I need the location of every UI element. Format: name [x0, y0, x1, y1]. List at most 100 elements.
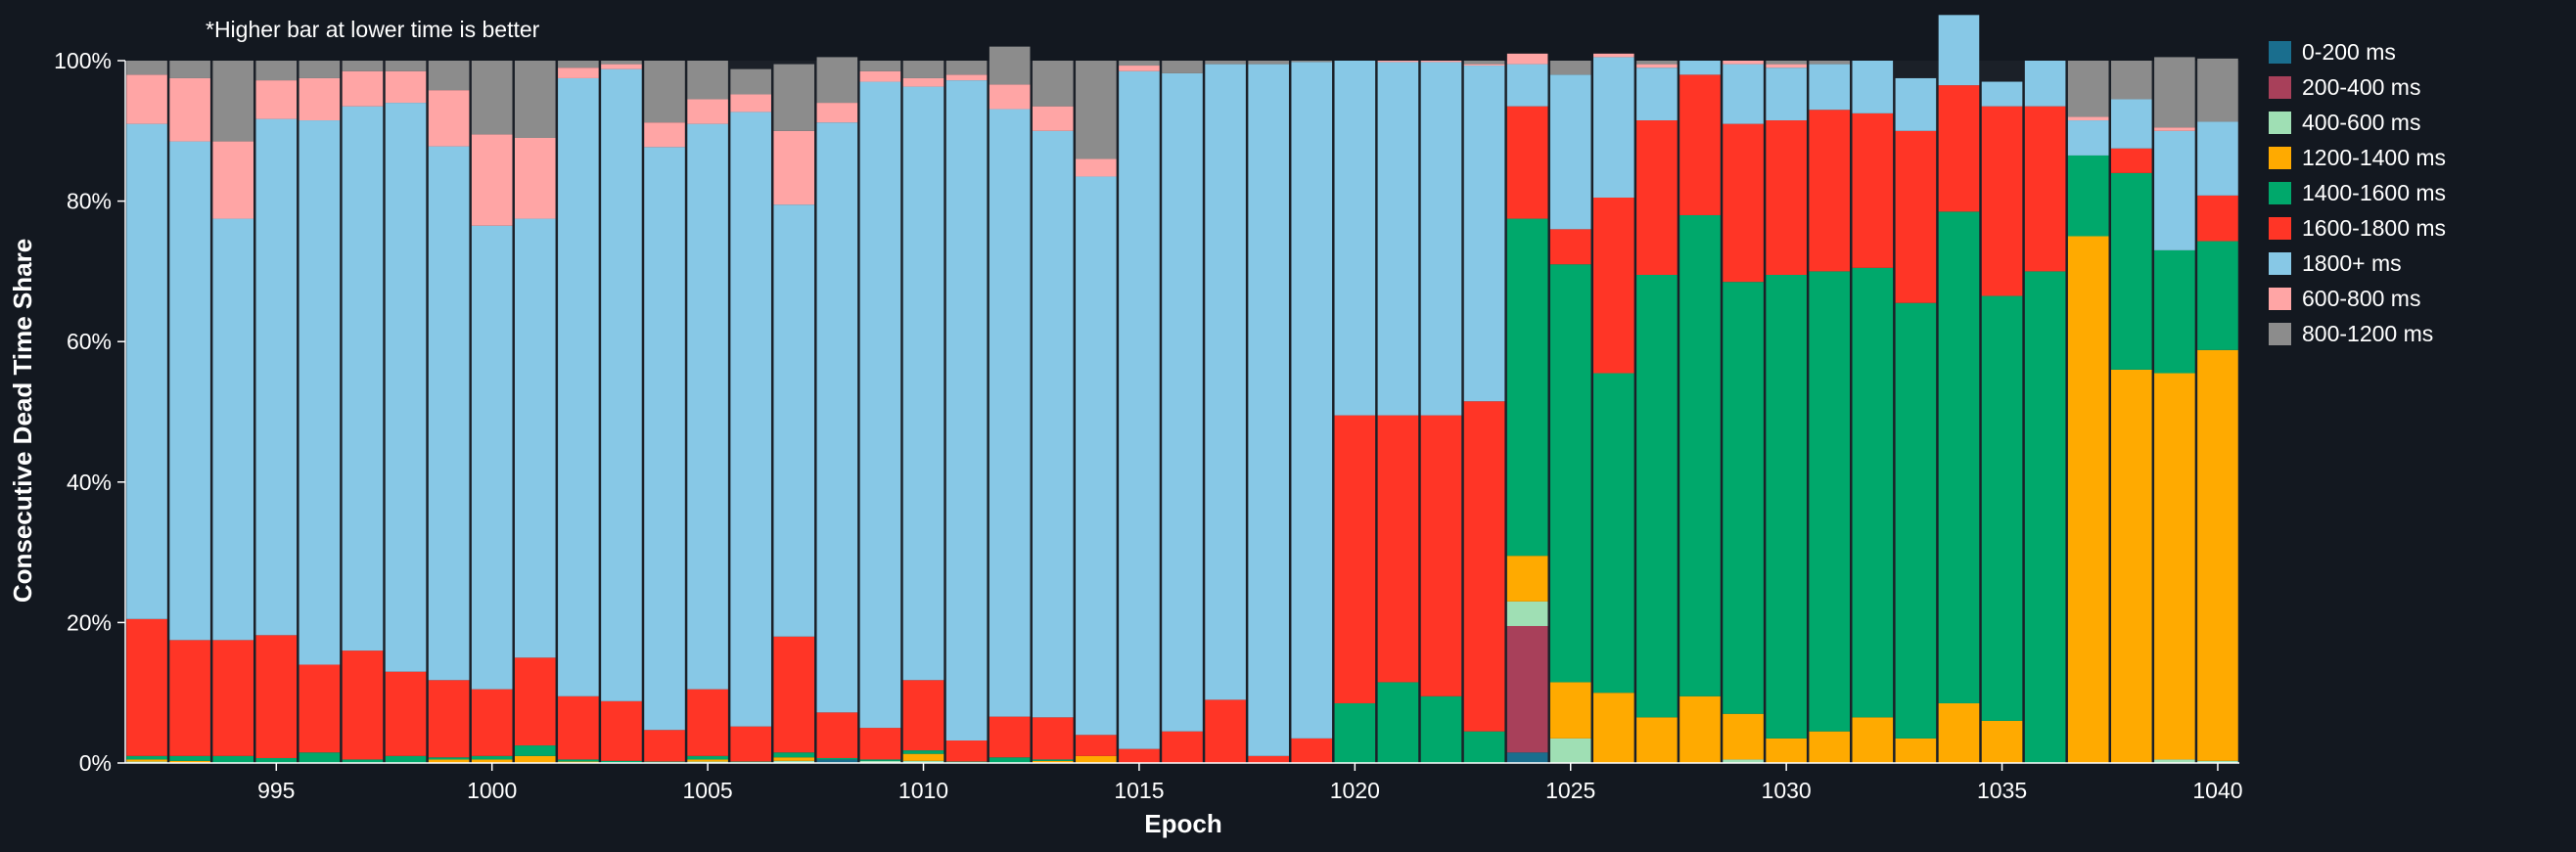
- bar-segment-1600-1800-ms-1003: [601, 700, 642, 761]
- x-axis-label: Epoch: [1144, 809, 1221, 838]
- bar-segment-1800-ms-1023: [1463, 66, 1505, 402]
- bar-segment-1600-1800-ms-1029: [1723, 123, 1764, 283]
- bar-segment-1600-1800-ms-1010: [902, 680, 944, 751]
- bar-segment-1800-ms-1009: [859, 81, 901, 729]
- bar-segment-1800-ms-1003: [601, 68, 642, 701]
- bar-segment-1800-ms-996: [299, 120, 341, 665]
- legend: 0-200 ms 200-400 ms 400-600 ms 1200-1400 ms…: [2269, 39, 2446, 346]
- bar-segment-600-800-ms-1002: [558, 67, 599, 78]
- bar-segment-600-800-ms-1005: [687, 99, 728, 124]
- bar-segment-400-600-ms-1025: [1549, 738, 1591, 763]
- bar-segment-1400-1600-ms-1007: [773, 752, 815, 758]
- bar-segment-600-800-ms-1023: [1463, 64, 1505, 67]
- bar-segment-600-800-ms-1024: [1506, 53, 1548, 65]
- bar-segment-1200-1400-ms-1026: [1593, 693, 1634, 763]
- bar-segment-800-1200-ms-1040: [2197, 58, 2238, 122]
- bar-segment-600-800-ms-1010: [902, 77, 944, 87]
- bar-segment-1200-1400-ms-1037: [2067, 236, 2109, 763]
- bar-segment-1600-1800-ms-1001: [514, 657, 556, 746]
- bar-segment-1800-ms-1038: [2111, 99, 2152, 149]
- bar-segment-1800-ms-1036: [2024, 61, 2066, 107]
- y-tick-label: 20%: [67, 609, 112, 635]
- bar-segment-1600-1800-ms-1026: [1593, 198, 1634, 374]
- bar-segment-800-1200-ms-1038: [2111, 61, 2152, 100]
- bar-segment-1800-ms-1034: [1938, 15, 1980, 86]
- bar-segment-1400-1600-ms-1034: [1938, 211, 1980, 703]
- legend-entry-label: 800-1200 ms: [2302, 321, 2433, 346]
- bar-segment-1800-ms-1011: [945, 80, 988, 741]
- bar-segment-800-1200-ms-1027: [1636, 61, 1678, 65]
- bar-segment-1600-1800-ms-1022: [1420, 415, 1462, 696]
- bar-segment-800-1200-ms-1009: [859, 61, 901, 71]
- bar-segment-1400-1600-ms-1013: [1032, 759, 1074, 761]
- bar-segment-400-600-ms-1007: [773, 760, 815, 763]
- bar-segment-800-1200-ms-999: [428, 61, 470, 91]
- legend-swatch: [2269, 182, 2291, 204]
- bar-segment-600-800-ms-995: [255, 80, 298, 119]
- bar-segment-1200-1400-ms-1001: [514, 755, 556, 763]
- bar-segment-1600-1800-ms-1018: [1248, 755, 1289, 763]
- bar-segment-600-800-ms-1039: [2154, 127, 2195, 131]
- bar-segment-1400-1600-ms-1031: [1809, 271, 1851, 732]
- bar-segment-1600-1800-ms-995: [255, 635, 298, 758]
- bar-segment-1200-1400-ms-1014: [1076, 755, 1117, 763]
- bar-segment-800-1200-ms-1016: [1162, 61, 1203, 73]
- bar-segment-1800-ms-999: [428, 146, 470, 681]
- bar-segment-1400-1600-ms-1029: [1723, 282, 1764, 714]
- bar-segment-1800-ms-1015: [1119, 70, 1160, 749]
- bar-segment-1600-1800-ms-1035: [1981, 106, 2023, 296]
- bar-segment-1200-1400-ms-1039: [2154, 373, 2195, 760]
- bar-segment-800-1200-ms-1002: [558, 61, 599, 68]
- bar-segment-1600-1800-ms-1032: [1852, 112, 1894, 268]
- bar-segment-800-1200-ms-1001: [514, 61, 556, 138]
- bar-segment-1600-1800-ms-1000: [471, 689, 513, 756]
- bar-segment-1600-1800-ms-993: [169, 640, 210, 756]
- bar-segment-1200-1400-ms-992: [126, 759, 167, 762]
- bar-segment-1800-ms-1006: [730, 112, 771, 727]
- bar-segment-1600-1800-ms-1014: [1076, 735, 1117, 756]
- y-axis-label: Consecutive Dead Time Share: [8, 239, 37, 603]
- legend-swatch: [2269, 288, 2291, 310]
- bar-segment-1400-1600-ms-1033: [1895, 302, 1937, 739]
- bar-segment-1600-1800-ms-1034: [1938, 85, 1980, 212]
- bar-segment-600-800-ms-1014: [1076, 158, 1117, 177]
- bar-segment-1800-ms-1030: [1766, 67, 1807, 121]
- bar-segment-1200-1400-ms-1007: [773, 757, 815, 761]
- bar-segment-600-800-ms-1000: [471, 134, 513, 226]
- bar-segment-1400-1600-ms-1030: [1766, 274, 1807, 739]
- bar-segment-1200-1400-ms-1013: [1032, 760, 1074, 763]
- bar-segment-1200-1400-ms-1029: [1723, 713, 1764, 760]
- bar-segment-1600-1800-ms-1019: [1291, 738, 1333, 763]
- bar-segment-1800-ms-995: [255, 118, 298, 636]
- x-tick-label: 1025: [1545, 778, 1595, 803]
- bar-segment-1800-ms-1004: [644, 147, 685, 731]
- bar-segment-800-1200-ms-1031: [1809, 61, 1851, 65]
- legend-entry-label: 0-200 ms: [2302, 39, 2396, 65]
- bar-segment-1800-ms-1033: [1895, 77, 1937, 131]
- bar-segment-600-800-ms-1001: [514, 137, 556, 219]
- bar-segment-1800-ms-992: [126, 123, 167, 619]
- bar-segment-1800-ms-998: [385, 103, 427, 672]
- legend-entry-label: 1200-1400 ms: [2302, 145, 2446, 170]
- bar-segment-800-1200-ms-994: [212, 61, 253, 142]
- chart-annotation: *Higher bar at lower time is better: [206, 17, 540, 42]
- bar-segment-1600-1800-ms-999: [428, 680, 470, 758]
- bar-segment-1200-1400-ms-1024: [1506, 556, 1548, 602]
- bar-segment-1200-1400-ms-999: [428, 759, 470, 763]
- bar-segment-600-800-ms-998: [385, 70, 427, 104]
- x-tick-label: 1030: [1762, 778, 1812, 803]
- bar-segment-1600-1800-ms-1012: [989, 716, 1031, 758]
- bar-segment-1600-1800-ms-994: [212, 640, 253, 756]
- bar-segment-1600-1800-ms-1030: [1766, 120, 1807, 275]
- bar-segment-800-1200-ms-996: [299, 61, 341, 78]
- bar-segment-1200-1400-ms-1005: [687, 759, 728, 762]
- bar-segment-1200-1400-ms-1032: [1852, 717, 1894, 763]
- bar-segment-600-800-ms-1021: [1377, 61, 1419, 63]
- bar-segment-600-800-ms-1027: [1636, 64, 1678, 68]
- bar-segment-1400-1600-ms-1036: [2024, 271, 2066, 763]
- bar-segment-1800-ms-1032: [1852, 61, 1894, 113]
- bar-segment-1600-1800-ms-1021: [1377, 415, 1419, 683]
- bar-segment-1400-1600-ms-999: [428, 757, 470, 760]
- bar-segment-1200-1400-ms-1030: [1766, 738, 1807, 763]
